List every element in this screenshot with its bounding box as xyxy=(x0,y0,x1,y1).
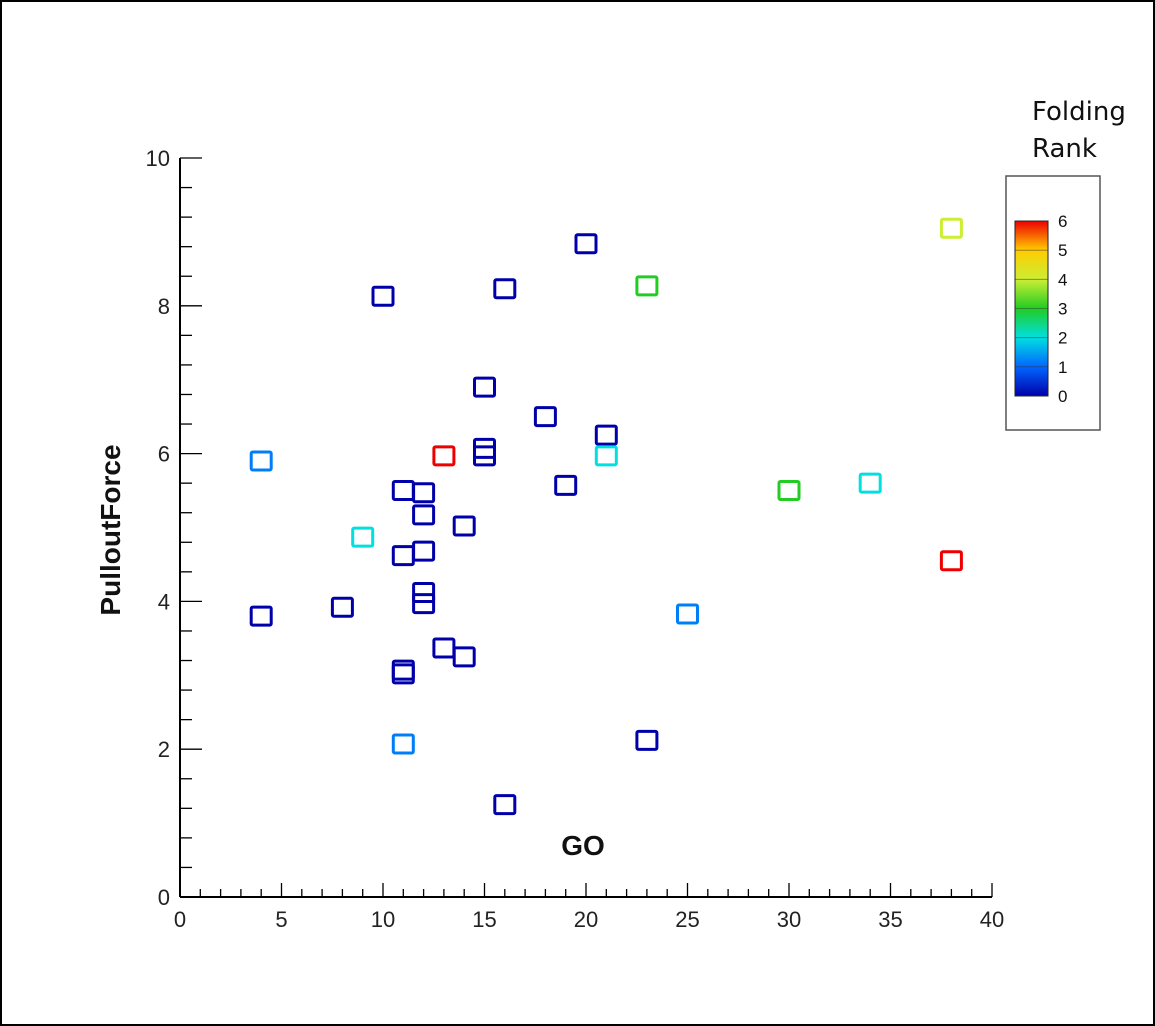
data-point xyxy=(676,603,699,625)
data-point xyxy=(493,794,517,816)
data-point xyxy=(533,406,557,428)
y-axis-ticks: 0 2 4 6 8 10 xyxy=(146,146,202,910)
colorbar-tick-label: 5 xyxy=(1058,241,1067,260)
x-tick-label: 10 xyxy=(371,907,395,932)
data-point xyxy=(412,582,436,604)
data-point xyxy=(473,445,496,467)
x-tick-label: 5 xyxy=(275,907,287,932)
x-tick-label: 15 xyxy=(472,907,496,932)
data-point xyxy=(412,540,436,562)
data-point xyxy=(635,275,659,297)
x-tick-label: 35 xyxy=(878,907,902,932)
legend-title-line1: Folding xyxy=(1032,97,1126,127)
x-tick-label: 25 xyxy=(675,907,699,932)
data-point xyxy=(371,285,395,307)
data-point xyxy=(452,646,476,668)
x-axis-ticks: 0 5 10 15 20 25 30 35 40 xyxy=(174,883,1004,932)
colorbar-tick-label: 1 xyxy=(1058,358,1067,377)
data-point xyxy=(412,504,436,526)
data-point xyxy=(412,593,436,615)
colorbar-ticks: 6 5 4 3 2 1 0 xyxy=(1015,212,1067,406)
scatter-points xyxy=(249,217,963,816)
legend-title-line2: Rank xyxy=(1032,134,1097,164)
data-point xyxy=(412,482,436,504)
y-tick-label: 4 xyxy=(158,589,170,614)
data-point xyxy=(391,733,415,755)
x-axis-title: GO xyxy=(561,830,605,861)
x-tick-label: 40 xyxy=(980,907,1004,932)
x-tick-label: 30 xyxy=(777,907,801,932)
data-point xyxy=(249,450,273,472)
colorbar-tick-label: 2 xyxy=(1058,329,1067,348)
data-point xyxy=(330,596,354,618)
data-point xyxy=(635,729,659,751)
y-tick-label: 0 xyxy=(158,885,170,910)
plot-axes: 0 5 10 15 20 25 30 35 40 0 2 4 6 8 10 xyxy=(146,146,1005,932)
y-axis-title: PulloutForce xyxy=(95,444,126,615)
data-point xyxy=(939,550,963,572)
data-point xyxy=(939,217,963,239)
x-tick-label: 0 xyxy=(174,907,186,932)
data-point xyxy=(858,472,882,494)
data-point xyxy=(554,474,578,496)
data-point xyxy=(249,605,273,627)
colorbar-legend: Folding Rank 6 5 4 3 2 1 0 xyxy=(1005,97,1126,431)
data-point xyxy=(473,376,496,398)
colorbar-tick-label: 4 xyxy=(1058,270,1067,289)
data-point xyxy=(432,445,456,467)
y-tick-label: 2 xyxy=(158,737,170,762)
y-tick-label: 8 xyxy=(158,294,170,319)
data-point xyxy=(452,515,476,537)
colorbar-tick-label: 6 xyxy=(1058,212,1067,231)
data-point xyxy=(777,480,801,502)
data-point xyxy=(594,445,618,467)
data-point xyxy=(391,663,415,685)
data-point xyxy=(351,526,375,548)
x-tick-label: 20 xyxy=(574,907,598,932)
data-point xyxy=(574,233,598,255)
y-tick-label: 6 xyxy=(158,442,170,467)
colorbar-tick-label: 3 xyxy=(1058,300,1067,319)
data-point xyxy=(594,424,618,446)
y-tick-label: 10 xyxy=(146,146,170,171)
data-point xyxy=(493,278,517,300)
colorbar-tick-label: 0 xyxy=(1058,387,1067,406)
